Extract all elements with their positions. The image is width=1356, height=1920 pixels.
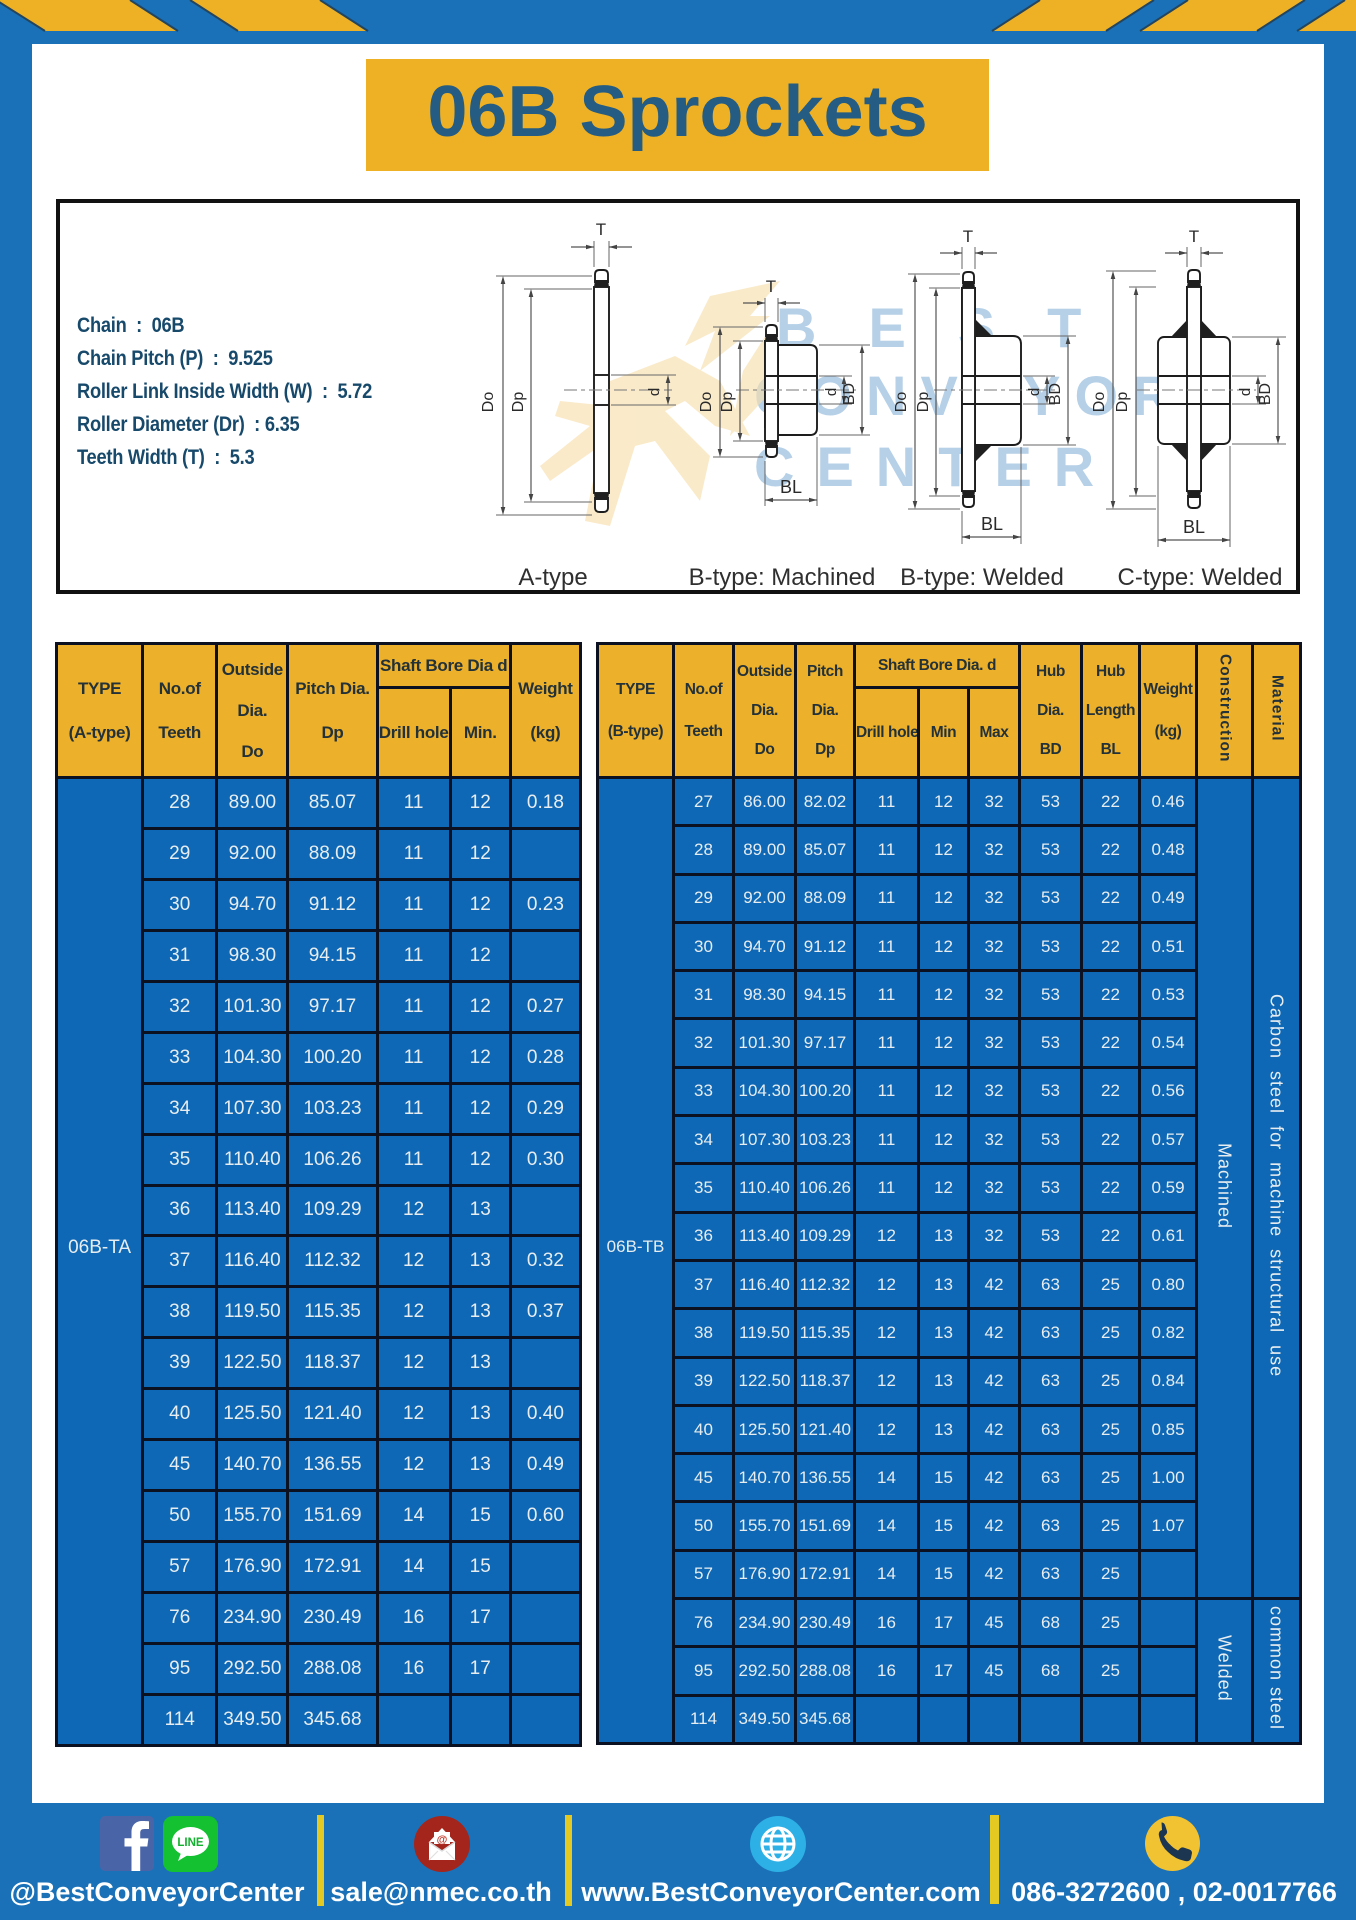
svg-text:B-type: Welded: B-type: Welded — [900, 564, 1064, 591]
svg-text:Do: Do — [1091, 392, 1108, 413]
svg-text:@: @ — [437, 1834, 448, 1846]
svg-text:Do: Do — [698, 392, 715, 413]
svg-text:Do: Do — [893, 392, 910, 413]
svg-text:d: d — [823, 388, 840, 396]
svg-text:d: d — [646, 388, 663, 396]
svg-text:B-type: Machined: B-type: Machined — [689, 564, 876, 591]
svg-text:Dp: Dp — [1114, 392, 1131, 413]
svg-text:Do: Do — [480, 392, 497, 413]
svg-text:BL: BL — [780, 477, 802, 497]
svg-text:d: d — [1026, 388, 1043, 396]
svg-text:Dp: Dp — [719, 392, 736, 413]
svg-text:T: T — [963, 227, 973, 246]
svg-text:Dp: Dp — [510, 392, 527, 413]
svg-text:T: T — [766, 277, 776, 296]
svg-text:T: T — [596, 220, 606, 239]
svg-text:LINE: LINE — [177, 1837, 204, 1849]
svg-text:BD: BD — [1257, 383, 1274, 405]
svg-text:C-type: Welded: C-type: Welded — [1118, 564, 1283, 591]
svg-text:A-type: A-type — [518, 564, 587, 591]
svg-text:BD: BD — [1047, 383, 1064, 405]
svg-text:Dp: Dp — [915, 392, 932, 413]
svg-text:d: d — [1237, 388, 1254, 396]
svg-text:T: T — [1189, 227, 1199, 246]
svg-text:BD: BD — [841, 383, 858, 405]
svg-text:BL: BL — [1183, 517, 1205, 537]
svg-text:BL: BL — [981, 514, 1003, 534]
